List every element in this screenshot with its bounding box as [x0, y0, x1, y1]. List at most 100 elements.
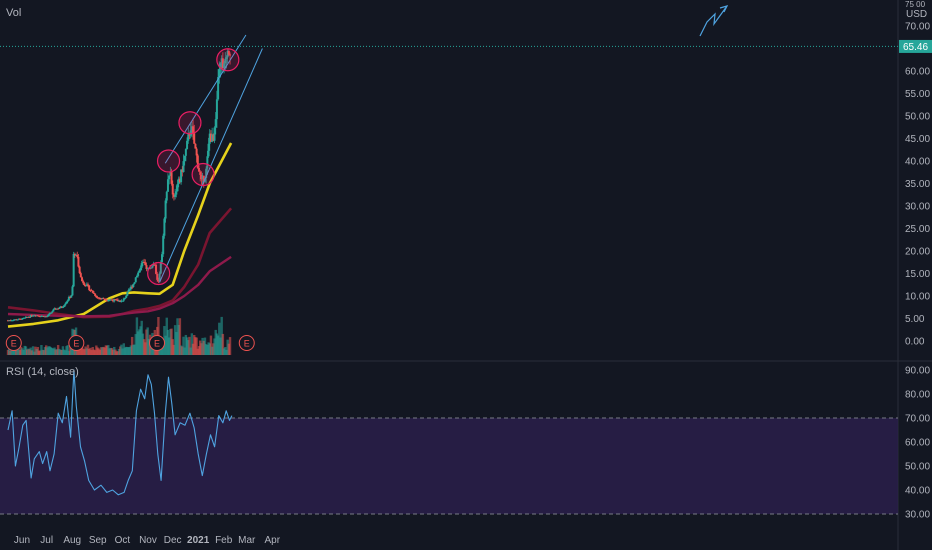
rsi-line: [7, 369, 233, 496]
candle-body: [188, 134, 191, 136]
rsi-tick-label: 40.00: [905, 486, 930, 497]
candle-body: [92, 292, 95, 294]
candle-body: [180, 169, 183, 183]
price-tick-label: 45.00: [905, 134, 930, 145]
currency-label: USD: [906, 9, 927, 20]
time-tick-label: Jun: [14, 535, 30, 546]
candle-body: [69, 297, 72, 299]
moving-average-line: [7, 142, 233, 328]
candle-body: [145, 265, 148, 269]
candle-body: [89, 289, 92, 291]
candle-body: [63, 305, 66, 307]
earnings-marker[interactable]: [238, 335, 255, 351]
candle-body: [51, 311, 54, 313]
candle-body: [115, 299, 118, 301]
candle-body: [137, 272, 140, 276]
candle-body: [128, 289, 131, 291]
highlight-circles: [147, 48, 240, 286]
candle-body: [153, 264, 156, 266]
candle-body: [201, 175, 204, 180]
candle-body: [16, 319, 19, 321]
candle-body: [49, 312, 52, 314]
arrow-head-icon: [719, 5, 729, 13]
rsi-band-layer: [0, 417, 898, 515]
candle-body: [32, 315, 35, 317]
earnings-marker[interactable]: [68, 335, 85, 351]
candle-body: [112, 300, 115, 302]
candle-body: [169, 172, 172, 176]
candle-body: [129, 286, 132, 290]
volume-bar: [195, 337, 198, 355]
candle-body: [106, 300, 109, 302]
candle-body: [211, 134, 214, 142]
trendlines[interactable]: [159, 34, 263, 283]
candle-body: [40, 316, 43, 318]
candle-body: [10, 320, 13, 322]
candle-body: [121, 300, 124, 302]
candle-body: [144, 262, 147, 266]
candle-body: [77, 256, 80, 267]
candle-body: [29, 315, 32, 318]
candle-body: [150, 267, 153, 269]
candle-body: [227, 50, 230, 55]
candle-body: [96, 297, 99, 299]
candle-body: [131, 286, 134, 288]
candle-body: [61, 306, 64, 308]
candle-body: [41, 315, 44, 317]
candle-body: [44, 316, 47, 318]
candle-body: [60, 306, 63, 308]
time-tick-label: Dec: [164, 535, 182, 546]
candle-body: [146, 267, 149, 269]
trendline[interactable]: [159, 48, 263, 283]
candle-body: [70, 295, 73, 298]
rsi-axis-ticks: 30.00 40.00 50.00 60.00 70.00 80.00 90.00: [905, 366, 930, 521]
candle-body: [55, 308, 58, 310]
candle-body: [226, 50, 229, 58]
moving-averages: [7, 142, 233, 328]
candle-body: [200, 174, 203, 180]
rsi-tick-label: 90.00: [905, 366, 930, 377]
candle-body: [168, 175, 171, 180]
candle-body: [17, 318, 20, 320]
candle-body: [178, 178, 181, 183]
candle-body: [21, 318, 24, 320]
candle-body: [152, 264, 155, 266]
candle-body: [119, 300, 122, 303]
candle-body: [139, 267, 142, 271]
forecast-arrow[interactable]: [699, 5, 729, 37]
candle-body: [158, 273, 161, 282]
candle-body: [14, 319, 17, 321]
candle-body: [36, 315, 39, 317]
candle-body: [206, 156, 209, 169]
candle-body: [7, 320, 9, 322]
volume-bar: [188, 336, 191, 355]
earnings-marker[interactable]: [149, 335, 166, 351]
candle-body: [79, 273, 82, 278]
candle-body: [177, 178, 180, 185]
candle-body: [122, 298, 125, 301]
price-tick-label: 15.00: [905, 269, 930, 280]
candle-body: [58, 307, 61, 309]
candle-body: [187, 134, 190, 141]
moving-average-line: [7, 255, 232, 318]
rsi-tick-label: 30.00: [905, 510, 930, 521]
candle-body: [52, 309, 55, 312]
candle-body: [164, 200, 167, 219]
candle-body: [141, 262, 144, 264]
highlight-circle: [191, 162, 215, 187]
candle-body: [156, 273, 159, 280]
candle-body: [11, 320, 14, 322]
candle-body: [171, 183, 174, 195]
candle-body: [57, 308, 60, 310]
candle-body: [113, 299, 116, 302]
candle-body: [214, 119, 217, 128]
earnings-marker[interactable]: [5, 335, 22, 351]
candle-body: [71, 286, 74, 296]
candle-body: [35, 315, 38, 317]
trendline[interactable]: [164, 34, 247, 164]
candle-body: [53, 308, 56, 310]
candle-body: [213, 127, 216, 141]
price-candles[interactable]: [7, 49, 232, 322]
